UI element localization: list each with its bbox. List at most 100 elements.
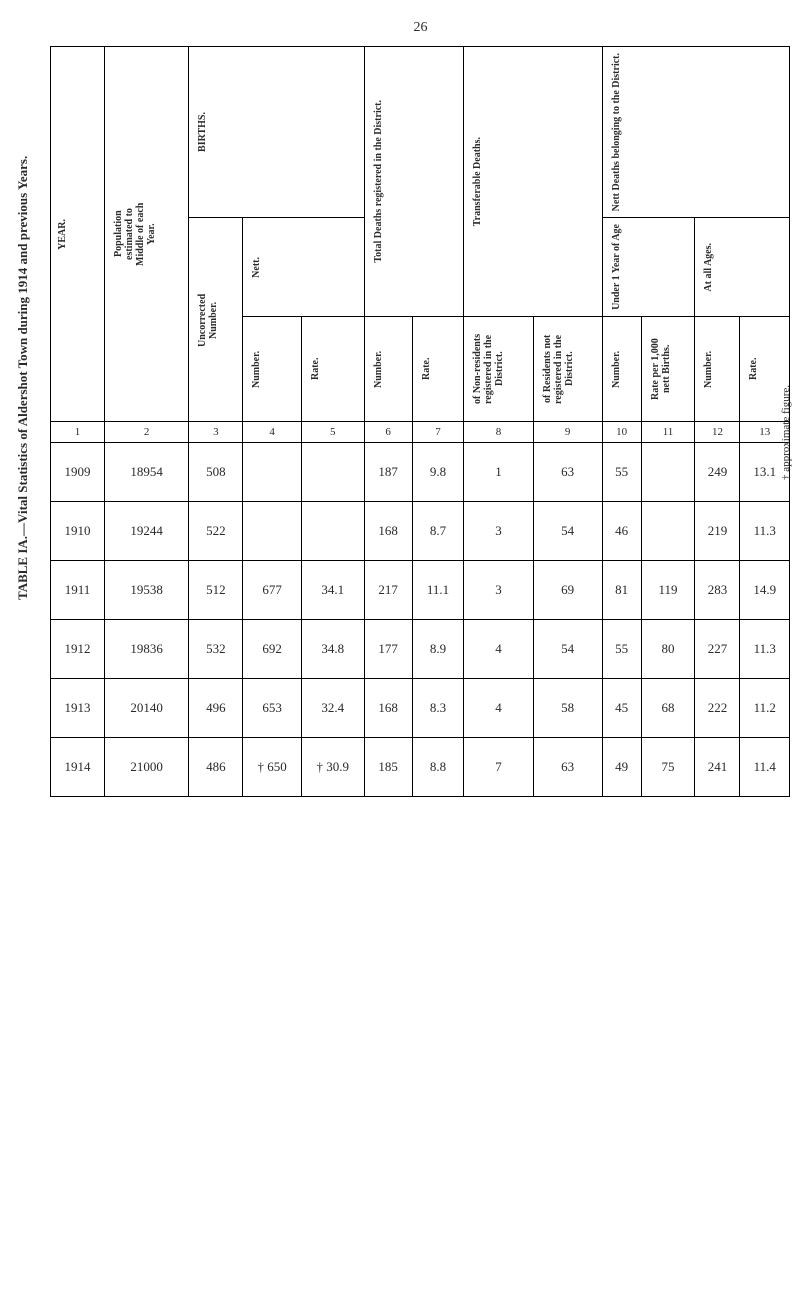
uncorrected-number-header: Uncorrected Number. [195, 272, 221, 368]
data-cell: 3 [464, 502, 533, 561]
nett-deaths-header: Nett Deaths belonging to the District. [609, 51, 624, 213]
data-cell [243, 443, 301, 502]
data-cell: 45 [602, 679, 641, 738]
col-index-11: 11 [641, 422, 695, 443]
data-cell: 80 [641, 620, 695, 679]
data-cell: 653 [243, 679, 301, 738]
data-cell: 4 [464, 620, 533, 679]
data-cell: 512 [189, 561, 243, 620]
year-header: YEAR. [57, 219, 68, 250]
data-cell: 119 [641, 561, 695, 620]
data-cell [301, 443, 364, 502]
data-cell: 677 [243, 561, 301, 620]
data-cell: 19244 [104, 502, 188, 561]
under1-header: Under 1 Year of Age [609, 222, 624, 312]
u1-number-header: Number. [609, 321, 624, 417]
col-index-1: 1 [51, 422, 105, 443]
nett-births-number-header: Number. [249, 321, 264, 417]
data-cell: 508 [189, 443, 243, 502]
col-index-6: 6 [364, 422, 412, 443]
td-number-header: Number. [371, 321, 386, 417]
data-cell: 241 [695, 738, 740, 797]
data-cell: 187 [364, 443, 412, 502]
data-cell: † 650 [243, 738, 301, 797]
data-cell: 1911 [51, 561, 105, 620]
data-cell: 4 [464, 679, 533, 738]
data-cell: 20140 [104, 679, 188, 738]
data-cell: 49 [602, 738, 641, 797]
data-cell: 19538 [104, 561, 188, 620]
data-cell: 496 [189, 679, 243, 738]
col-index-3: 3 [189, 422, 243, 443]
data-cell: 8.8 [412, 738, 464, 797]
data-cell: 1 [464, 443, 533, 502]
data-cell: 11.3 [740, 502, 790, 561]
data-cell: 283 [695, 561, 740, 620]
table-title: TABLE IA.—Vital Statistics of Aldershot … [15, 156, 31, 600]
data-cell: 3 [464, 561, 533, 620]
data-cell: 14.9 [740, 561, 790, 620]
col-index-8: 8 [464, 422, 533, 443]
data-cell: 168 [364, 679, 412, 738]
nett-births-header: Nett. [249, 255, 264, 280]
data-cell: 32.4 [301, 679, 364, 738]
data-cell: 11.1 [412, 561, 464, 620]
data-cell: 249 [695, 443, 740, 502]
data-cell: 168 [364, 502, 412, 561]
data-cell: 46 [602, 502, 641, 561]
births-header: BIRTHS. [195, 110, 210, 154]
data-cell: 486 [189, 738, 243, 797]
data-cell [641, 443, 695, 502]
vital-statistics-table: YEAR. Population estimated to Middle of … [50, 46, 790, 797]
data-cell: 522 [189, 502, 243, 561]
table-row: 19121983653269234.81778.9454558022711.3 [51, 620, 790, 679]
data-cell: 222 [695, 679, 740, 738]
trans-res-header: of Residents not registered in the Distr… [540, 321, 577, 417]
data-cell: 217 [364, 561, 412, 620]
page-number: 26 [20, 20, 801, 36]
data-cell: 54 [533, 620, 602, 679]
data-cell [641, 502, 695, 561]
col-index-9: 9 [533, 422, 602, 443]
td-rate-header: Rate. [419, 321, 434, 417]
data-cell: 18954 [104, 443, 188, 502]
data-cell: 21000 [104, 738, 188, 797]
data-cell: 1914 [51, 738, 105, 797]
population-header: Population estimated to Middle of each Y… [111, 186, 159, 282]
data-cell: 11.4 [740, 738, 790, 797]
data-cell: 227 [695, 620, 740, 679]
data-cell: 75 [641, 738, 695, 797]
data-cell: 54 [533, 502, 602, 561]
data-cell: 63 [533, 443, 602, 502]
data-cell: 34.1 [301, 561, 364, 620]
data-cell: 63 [533, 738, 602, 797]
all-number-header: Number. [701, 321, 716, 417]
table-row: 1910192445221688.73544621911.3 [51, 502, 790, 561]
table-row: 19111953851267734.121711.13698111928314.… [51, 561, 790, 620]
data-cell: 1913 [51, 679, 105, 738]
data-cell: 58 [533, 679, 602, 738]
total-deaths-header: Total Deaths registered in the District. [371, 98, 386, 265]
transferable-deaths-header: Transferable Deaths. [470, 135, 485, 228]
data-cell: 55 [602, 620, 641, 679]
col-index-7: 7 [412, 422, 464, 443]
data-cell [301, 502, 364, 561]
data-cell: 9.8 [412, 443, 464, 502]
col-index-12: 12 [695, 422, 740, 443]
data-cell [243, 502, 301, 561]
data-cell: 55 [602, 443, 641, 502]
trans-non-header: of Non-residents registered in the Distr… [470, 321, 507, 417]
table-row: 191421000486† 650† 30.91858.876349752411… [51, 738, 790, 797]
col-index-5: 5 [301, 422, 364, 443]
all-rate-header: Rate. [746, 321, 761, 417]
data-cell: 8.9 [412, 620, 464, 679]
table-row: 19132014049665332.41688.3458456822211.2 [51, 679, 790, 738]
data-cell: 8.3 [412, 679, 464, 738]
data-cell: 11.3 [740, 620, 790, 679]
data-cell: 185 [364, 738, 412, 797]
data-cell: 532 [189, 620, 243, 679]
data-cell: 69 [533, 561, 602, 620]
data-cell: 81 [602, 561, 641, 620]
data-cell: 1910 [51, 502, 105, 561]
data-cell: 1912 [51, 620, 105, 679]
